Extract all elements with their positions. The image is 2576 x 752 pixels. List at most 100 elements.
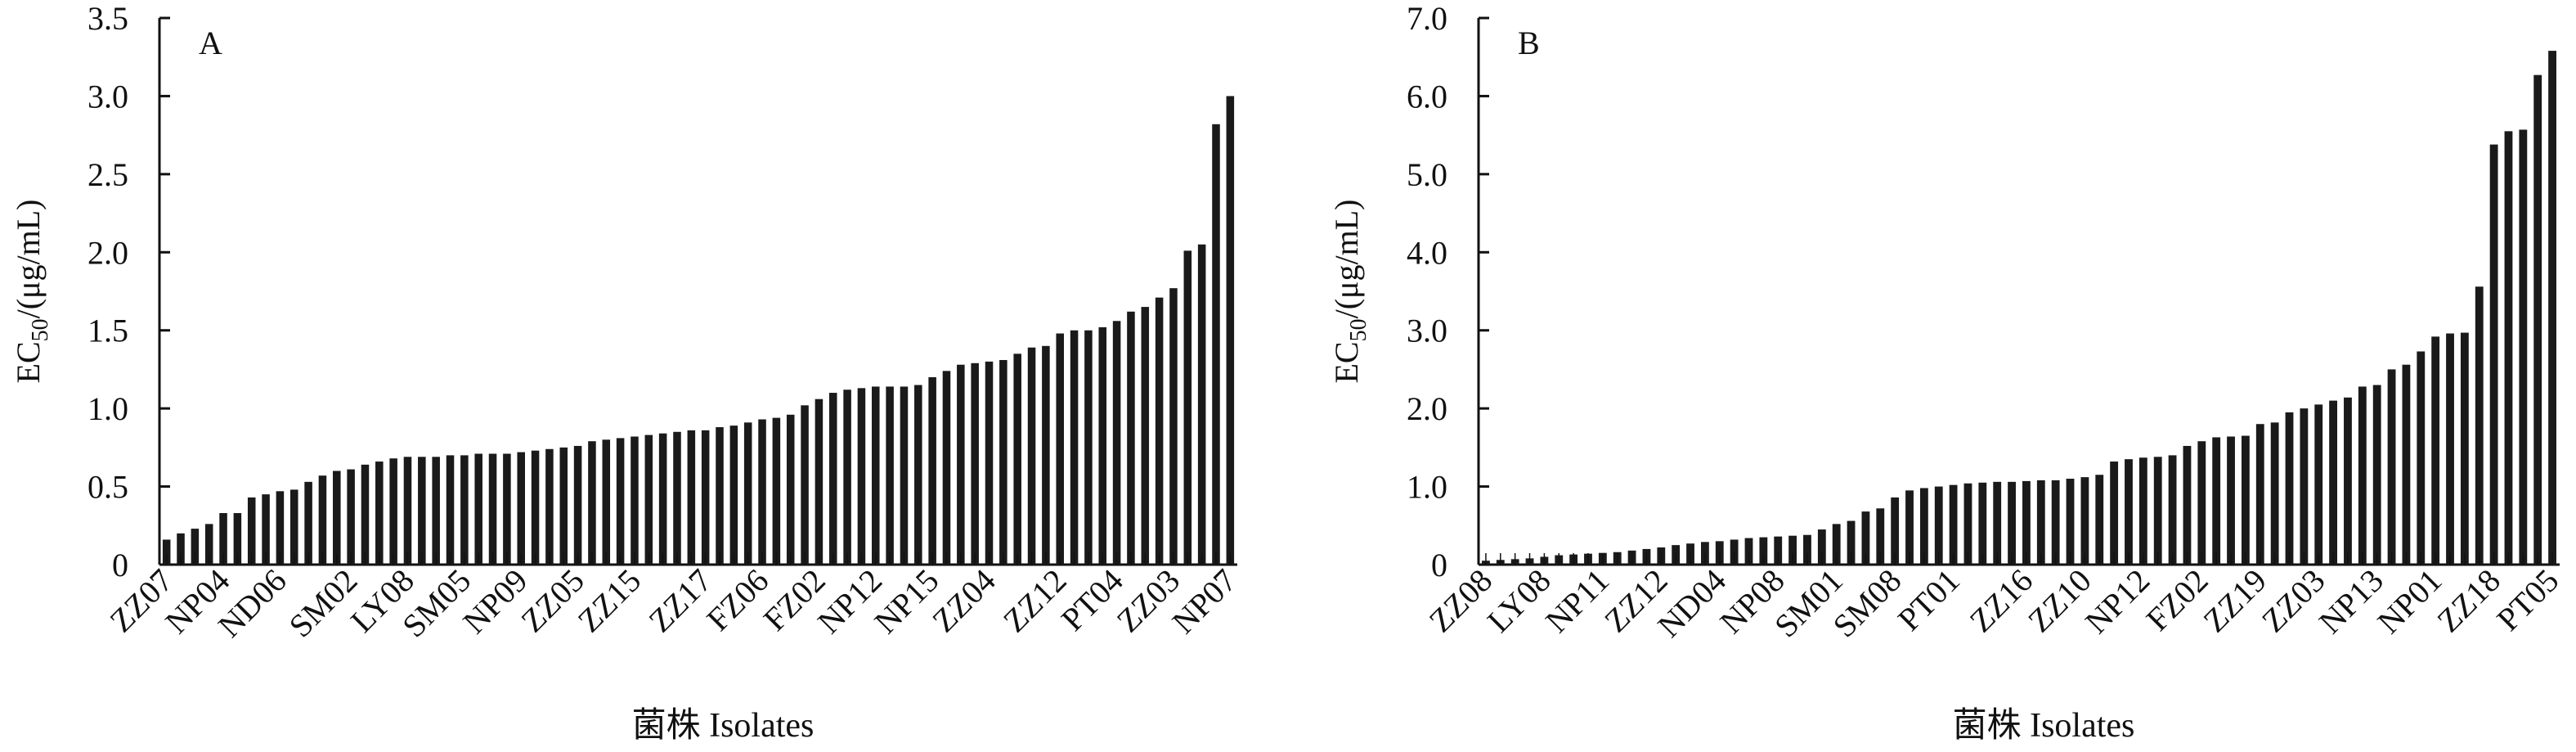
bar — [474, 453, 482, 565]
y-tick-label: 2.0 — [1407, 390, 1447, 427]
bar — [375, 462, 384, 565]
bar — [2227, 436, 2235, 565]
bar — [1891, 497, 1900, 565]
x-tick-label: LY08 — [1480, 562, 1558, 640]
y-tick-label: 1.5 — [88, 313, 128, 349]
bar — [233, 513, 242, 565]
y-tick-label: 0.5 — [88, 469, 128, 506]
bar — [914, 385, 922, 565]
bar — [1127, 311, 1135, 565]
y-tick-label: 2.5 — [88, 156, 128, 193]
bar — [1027, 347, 1036, 565]
x-tick-label: FZ02 — [756, 562, 832, 638]
bar — [1070, 330, 1079, 565]
bar — [758, 419, 766, 565]
x-tick-label: ZZ10 — [2021, 562, 2098, 640]
bar — [503, 453, 511, 565]
x-tick-label: NP12 — [810, 562, 889, 641]
bar — [559, 447, 568, 565]
x-axis-label: 菌株 Isolates — [632, 707, 815, 745]
bar — [644, 435, 653, 565]
y-tick-label: 3.0 — [1407, 313, 1447, 349]
y-tick-label: 0 — [1431, 547, 1447, 583]
bar — [1112, 321, 1121, 565]
x-tick-label: ZZ17 — [641, 562, 719, 640]
bar — [247, 497, 256, 565]
bar — [2212, 437, 2221, 565]
x-axis-label: 菌株 Isolates — [1953, 707, 2135, 745]
bar — [2270, 422, 2279, 565]
bar — [1169, 288, 1178, 565]
bar — [616, 438, 625, 565]
panel-label: A — [199, 25, 222, 61]
panel-label: B — [1518, 25, 1540, 61]
x-tick-label: PT01 — [1891, 562, 1967, 638]
bar — [2183, 445, 2192, 565]
bar — [2417, 351, 2426, 565]
bar — [786, 414, 795, 565]
bar — [772, 417, 781, 565]
bar — [602, 439, 611, 565]
y-tick-label: 7.0 — [1407, 0, 1447, 37]
bar — [347, 469, 355, 565]
x-tick-label: PT05 — [2489, 562, 2565, 638]
bar — [389, 458, 397, 565]
y-axis-label: EC50/(μg/mL) — [10, 200, 53, 384]
y-tick-label: 6.0 — [1407, 78, 1447, 115]
x-tick-label: NP12 — [2078, 562, 2156, 641]
x-tick-label: ZZ04 — [925, 562, 1003, 640]
x-tick-label: SM01 — [1767, 562, 1850, 645]
bar — [2241, 435, 2250, 565]
bar — [1212, 124, 1220, 565]
bar — [2519, 129, 2528, 565]
bar — [942, 371, 951, 565]
x-tick-label: ZZ19 — [2196, 562, 2273, 640]
bar — [488, 453, 497, 565]
y-tick-label: 5.0 — [1407, 156, 1447, 193]
bar — [701, 430, 710, 565]
bar — [2022, 480, 2031, 565]
x-tick-label: ZZ18 — [2430, 562, 2507, 640]
bar — [333, 471, 341, 565]
x-tick-label: ZZ05 — [514, 562, 591, 640]
x-tick-label: NP13 — [2312, 562, 2390, 641]
x-tick-label: NP11 — [1538, 562, 1616, 640]
bar — [403, 457, 412, 565]
bar — [687, 430, 696, 565]
bar — [2475, 286, 2484, 565]
bar — [1155, 297, 1164, 565]
bar — [191, 529, 200, 565]
bar — [1788, 535, 1797, 565]
bar — [2285, 412, 2294, 565]
bar — [219, 513, 227, 565]
bar — [262, 494, 270, 565]
bar — [999, 359, 1008, 565]
x-tick-label: SM08 — [1826, 562, 1909, 645]
bar — [1861, 511, 1870, 565]
bar — [276, 491, 285, 565]
y-tick-label: 0 — [112, 547, 128, 583]
bar — [432, 457, 440, 565]
bar — [2489, 144, 2498, 565]
y-tick-label: 3.5 — [88, 0, 128, 37]
bar — [1141, 307, 1150, 565]
bar — [2008, 481, 2016, 565]
bar — [1098, 326, 1107, 565]
bar — [957, 364, 965, 565]
x-tick-label: ZZ15 — [571, 562, 648, 640]
bar — [631, 436, 639, 565]
bar — [1803, 534, 1811, 565]
bar — [1905, 490, 1914, 565]
bar — [1084, 330, 1093, 565]
bar — [446, 455, 455, 565]
bar — [743, 422, 752, 565]
bar — [318, 475, 327, 565]
bar — [460, 455, 469, 565]
bar — [729, 426, 738, 565]
bar — [928, 376, 936, 565]
bar — [2504, 131, 2513, 565]
x-tick-label: FZ06 — [699, 562, 775, 638]
bar — [2095, 475, 2104, 565]
bar — [2533, 74, 2542, 565]
